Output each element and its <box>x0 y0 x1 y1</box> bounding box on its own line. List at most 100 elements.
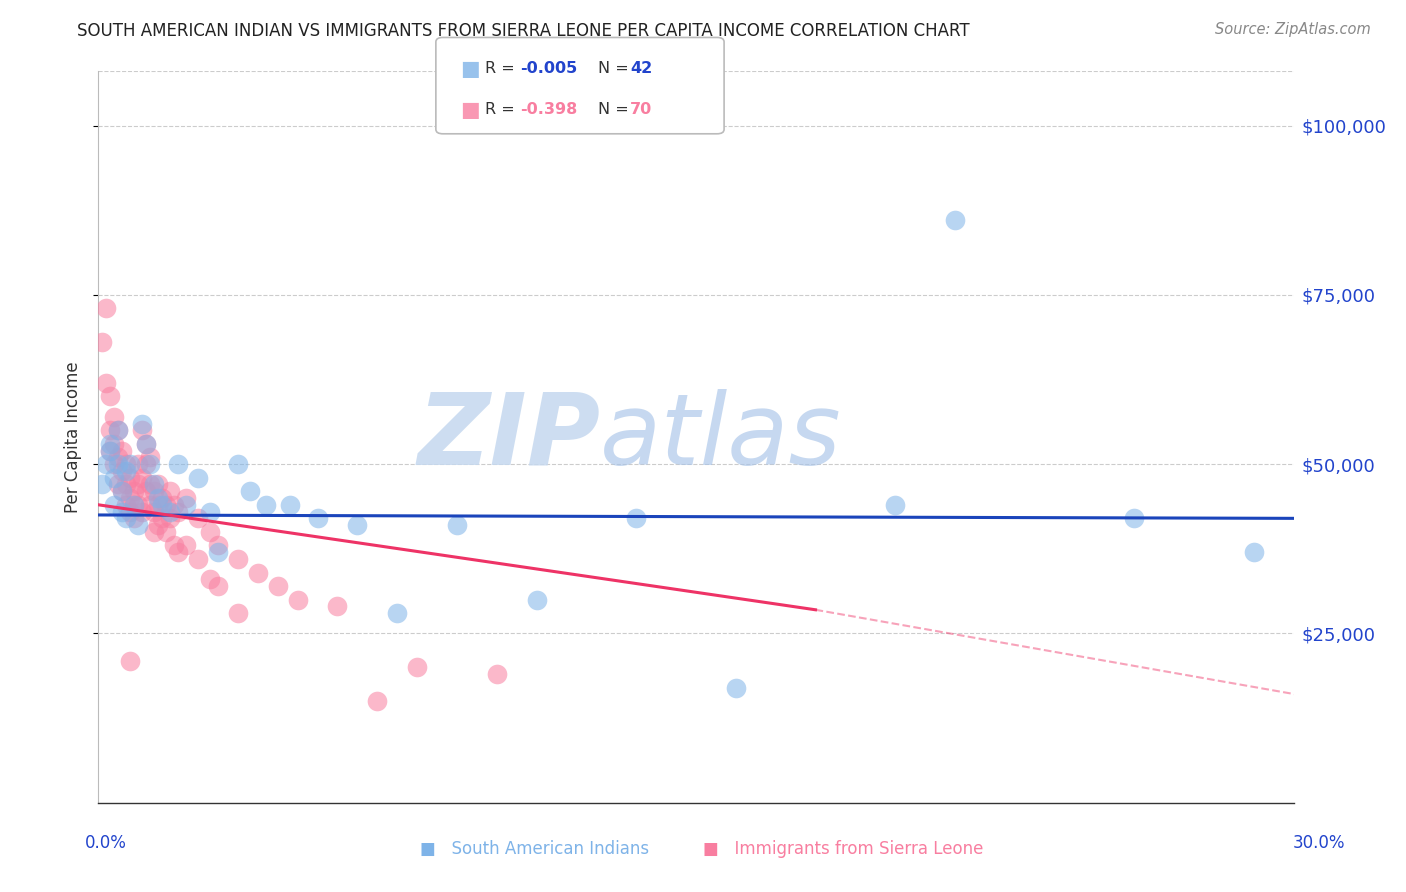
Point <box>139 477 162 491</box>
Point <box>143 477 166 491</box>
Point <box>111 443 134 458</box>
Point <box>326 599 349 614</box>
Point <box>115 498 138 512</box>
Y-axis label: Per Capita Income: Per Capita Income <box>65 361 83 513</box>
Point <box>226 606 249 620</box>
Point <box>254 498 277 512</box>
Point <box>111 505 134 519</box>
Point <box>135 484 157 499</box>
Point <box>150 498 173 512</box>
Point <box>239 484 262 499</box>
Point <box>163 538 186 552</box>
Point <box>943 213 966 227</box>
Text: 30.0%: 30.0% <box>1292 834 1346 852</box>
Point <box>1123 511 1146 525</box>
Point <box>124 484 146 499</box>
Text: R =: R = <box>485 62 520 76</box>
Point <box>139 498 162 512</box>
Point <box>98 389 122 403</box>
Point <box>115 511 138 525</box>
Point <box>107 450 129 465</box>
Point <box>120 654 142 668</box>
Point <box>139 457 162 471</box>
Point <box>135 457 157 471</box>
Point <box>96 376 118 390</box>
Point <box>287 592 309 607</box>
Point <box>135 437 157 451</box>
Point <box>626 511 648 525</box>
Point <box>143 524 166 539</box>
Point <box>139 450 162 465</box>
Point <box>127 498 149 512</box>
Point <box>96 457 118 471</box>
Text: ■: ■ <box>460 59 479 78</box>
Point <box>267 579 290 593</box>
Point <box>1243 545 1265 559</box>
Point <box>167 505 190 519</box>
Point <box>98 443 122 458</box>
Point <box>187 552 209 566</box>
Point <box>159 505 181 519</box>
Point <box>103 409 125 424</box>
Point <box>111 484 134 499</box>
Point <box>174 538 197 552</box>
Point <box>148 477 170 491</box>
Point <box>346 518 368 533</box>
Point <box>724 681 747 695</box>
Point <box>124 498 146 512</box>
Text: -0.398: -0.398 <box>520 103 578 117</box>
Text: 42: 42 <box>630 62 652 76</box>
Point <box>148 498 170 512</box>
Point <box>91 477 114 491</box>
Point <box>91 335 114 350</box>
Point <box>127 477 149 491</box>
Point <box>115 477 138 491</box>
Point <box>131 423 153 437</box>
Point <box>120 505 142 519</box>
Point <box>226 457 249 471</box>
Point <box>107 477 129 491</box>
Point <box>155 524 177 539</box>
Text: SOUTH AMERICAN INDIAN VS IMMIGRANTS FROM SIERRA LEONE PER CAPITA INCOME CORRELAT: SOUTH AMERICAN INDIAN VS IMMIGRANTS FROM… <box>77 22 970 40</box>
Point <box>526 592 548 607</box>
Point <box>107 423 129 437</box>
Text: R =: R = <box>485 103 520 117</box>
Text: N =: N = <box>598 62 634 76</box>
Point <box>167 457 190 471</box>
Point <box>143 484 166 499</box>
Point <box>115 457 138 471</box>
Text: 70: 70 <box>630 103 652 117</box>
Point <box>127 457 149 471</box>
Text: ■   South American Indians: ■ South American Indians <box>420 840 648 858</box>
Point <box>103 457 125 471</box>
Point <box>148 518 170 533</box>
Point <box>143 505 166 519</box>
Point <box>226 552 249 566</box>
Text: ■: ■ <box>460 100 479 120</box>
Point <box>167 545 190 559</box>
Point <box>246 566 269 580</box>
Point <box>159 484 181 499</box>
Point <box>207 545 229 559</box>
Point <box>98 443 122 458</box>
Text: atlas: atlas <box>600 389 842 485</box>
Point <box>884 498 907 512</box>
Point <box>385 606 409 620</box>
Point <box>155 498 177 512</box>
Point <box>159 511 181 525</box>
Point <box>120 457 142 471</box>
Point <box>150 511 173 525</box>
Point <box>111 464 134 478</box>
Point <box>198 505 221 519</box>
Text: 0.0%: 0.0% <box>84 834 127 852</box>
Point <box>174 491 197 505</box>
Point <box>103 471 125 485</box>
Point <box>446 518 468 533</box>
Point <box>131 417 153 431</box>
Point <box>174 498 197 512</box>
Point <box>124 498 146 512</box>
Point <box>187 511 209 525</box>
Point <box>103 437 125 451</box>
Point <box>366 694 388 708</box>
Point <box>98 437 122 451</box>
